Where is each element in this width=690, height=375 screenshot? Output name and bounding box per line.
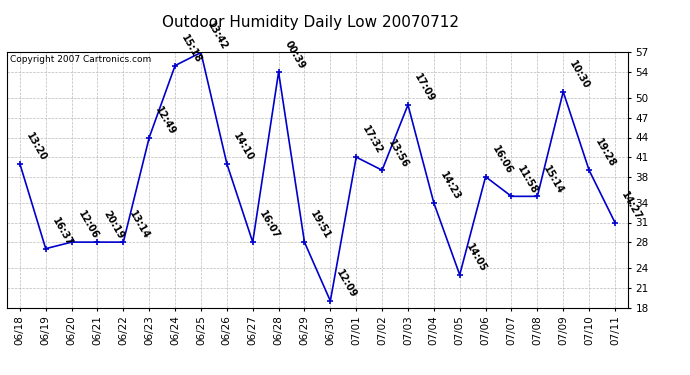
Text: 13:42: 13:42 <box>205 20 229 52</box>
Text: 20:19: 20:19 <box>101 210 126 242</box>
Text: 16:07: 16:07 <box>257 210 281 242</box>
Text: 17:32: 17:32 <box>360 124 384 156</box>
Text: Outdoor Humidity Daily Low 20070712: Outdoor Humidity Daily Low 20070712 <box>162 15 459 30</box>
Text: 19:28: 19:28 <box>593 138 618 170</box>
Text: 12:09: 12:09 <box>335 268 359 300</box>
Text: 15:18: 15:18 <box>179 33 204 65</box>
Text: 10:30: 10:30 <box>567 59 591 91</box>
Text: 13:20: 13:20 <box>24 131 48 163</box>
Text: 12:49: 12:49 <box>153 105 177 137</box>
Text: 14:10: 14:10 <box>231 131 255 163</box>
Text: 14:23: 14:23 <box>438 170 462 202</box>
Text: 17:09: 17:09 <box>412 72 436 104</box>
Text: 11:58: 11:58 <box>515 164 540 196</box>
Text: 16:06: 16:06 <box>490 144 514 176</box>
Text: Copyright 2007 Cartronics.com: Copyright 2007 Cartronics.com <box>10 55 151 64</box>
Text: 13:14: 13:14 <box>128 210 152 242</box>
Text: 15:14: 15:14 <box>542 164 566 196</box>
Text: 14:05: 14:05 <box>464 242 488 274</box>
Text: 12:06: 12:06 <box>76 210 100 242</box>
Text: 19:51: 19:51 <box>308 210 333 242</box>
Text: 16:37: 16:37 <box>50 216 74 248</box>
Text: 14:27: 14:27 <box>619 190 643 222</box>
Text: 13:56: 13:56 <box>386 138 411 170</box>
Text: 00:39: 00:39 <box>283 39 307 71</box>
